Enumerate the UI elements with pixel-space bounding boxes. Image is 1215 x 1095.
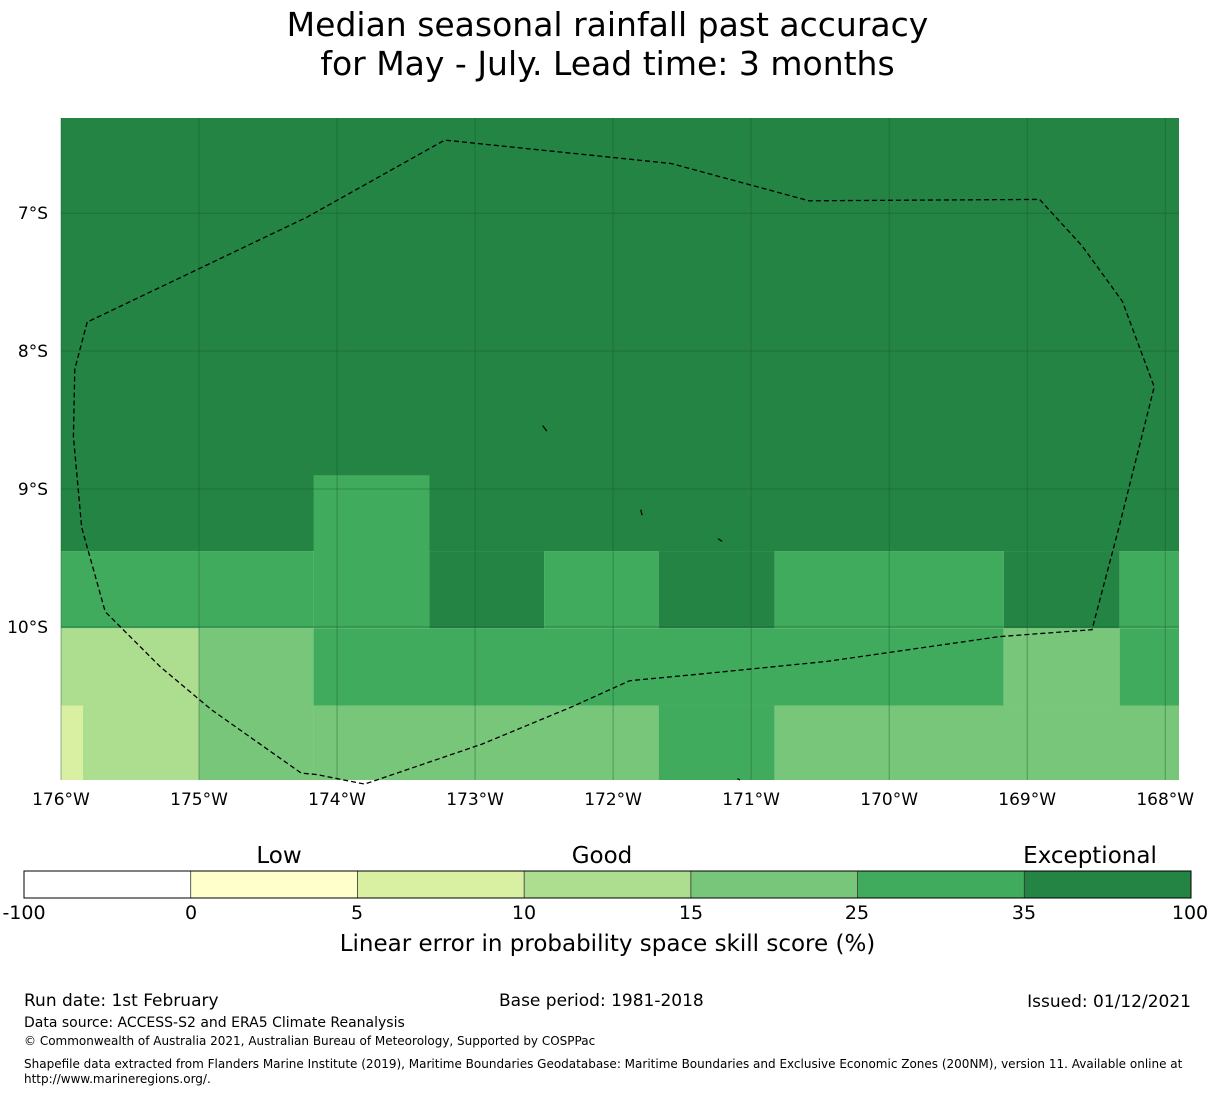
colorbar-tick: 5	[350, 902, 364, 924]
colorbar-segment	[524, 871, 691, 898]
lon-tick-label: 170°W	[860, 790, 918, 810]
base-period: Base period: 1981-2018	[499, 991, 704, 1011]
colorbar-label: Linear error in probability space skill …	[339, 931, 876, 957]
lon-tick-label: 171°W	[722, 790, 780, 810]
skill-layer	[61, 118, 1179, 780]
lon-tick-label: 175°W	[170, 790, 228, 810]
lat-tick-label: 9°S	[18, 480, 48, 500]
lon-tick-label: 169°W	[998, 790, 1056, 810]
caption-good: Good	[571, 843, 633, 869]
skill-cell	[544, 551, 659, 629]
colorbar-segment	[690, 871, 858, 898]
skill-cell	[61, 705, 84, 780]
lon-tick-label: 174°W	[308, 790, 366, 810]
title-line-1: Median seasonal rainfall past accuracy	[286, 5, 929, 44]
boundary-layer	[72, 139, 1155, 785]
data-source: Data source: ACCESS-S2 and ERA5 Climate …	[24, 1015, 405, 1031]
shapefile-note: Shapefile data extracted from Flanders M…	[24, 1057, 1183, 1086]
lon-tick-label: 176°W	[32, 790, 90, 810]
skill-cell	[658, 551, 775, 629]
skill-cell	[1003, 551, 1120, 629]
caption-low: Low	[256, 843, 302, 869]
lon-tick-label: 173°W	[446, 790, 504, 810]
colorbar	[23, 870, 1192, 899]
run-date: Run date: 1st February	[24, 991, 219, 1011]
colorbar-tick: 0	[184, 902, 198, 924]
colorbar-tick: 25	[844, 902, 870, 924]
skill-cell	[1119, 628, 1179, 706]
skill-cell	[774, 705, 1179, 780]
skill-cell	[658, 705, 775, 780]
skill-cell	[61, 551, 314, 629]
lat-tick-label: 8°S	[18, 342, 48, 362]
colorbar-segment	[190, 871, 358, 898]
colorbar-segment	[857, 871, 1025, 898]
colorbar-tick: -100	[2, 902, 46, 924]
chart-title: Median seasonal rainfall past accuracy f…	[0, 5, 1215, 84]
colorbar-segment	[357, 871, 525, 898]
lat-tick-label: 7°S	[18, 204, 48, 224]
colorbar-segment	[1024, 871, 1191, 898]
caption-exceptional: Exceptional	[1023, 843, 1157, 869]
lat-axis: 7°S 8°S 9°S 10°S	[7, 204, 48, 638]
skill-cell	[313, 705, 659, 780]
skill-cell	[1003, 628, 1120, 706]
lon-tick-label: 172°W	[584, 790, 642, 810]
title-line-2: for May - July. Lead time: 3 months	[320, 43, 895, 83]
skill-cell	[199, 628, 314, 780]
island-outline	[640, 509, 643, 516]
lon-axis: 176°W 175°W 174°W 173°W 172°W 171°W 170°W 169°W…	[32, 790, 1194, 810]
colorbar-outline	[23, 870, 1192, 899]
issued-date: Issued: 01/12/2021	[1027, 992, 1191, 1012]
skill-cell	[61, 628, 200, 780]
lon-tick-label: 168°W	[1136, 790, 1194, 810]
skill-cell	[313, 628, 1004, 706]
lat-tick-label: 10°S	[7, 618, 48, 638]
island-outline	[737, 778, 741, 781]
colorbar-tick: 10	[511, 902, 537, 924]
island-outline	[717, 538, 723, 542]
colorbar-tick: 35	[1011, 902, 1037, 924]
skill-cell	[61, 118, 1179, 552]
colorbar-tick: 100	[1171, 902, 1209, 924]
eez-boundary	[72, 139, 1155, 785]
skill-cell	[313, 475, 430, 629]
skill-cell	[1119, 551, 1179, 629]
island-outline	[542, 425, 548, 432]
skill-cell	[429, 551, 545, 629]
colorbar-segment	[24, 871, 191, 898]
colorbar-tick: 15	[678, 902, 704, 924]
graticule	[60, 118, 1179, 780]
copyright: © Commonwealth of Australia 2021, Austra…	[24, 1034, 596, 1048]
